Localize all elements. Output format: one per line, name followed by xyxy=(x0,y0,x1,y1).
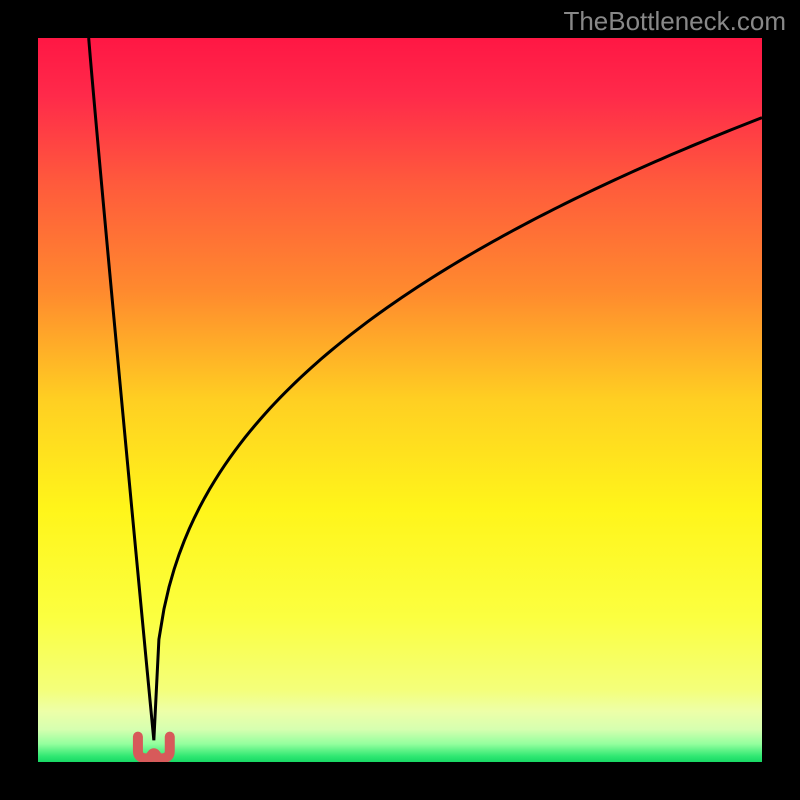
chart-container: { "watermark": { "text": "TheBottleneck.… xyxy=(0,0,800,800)
watermark-text: TheBottleneck.com xyxy=(563,6,786,37)
bottleneck-chart xyxy=(0,0,800,800)
